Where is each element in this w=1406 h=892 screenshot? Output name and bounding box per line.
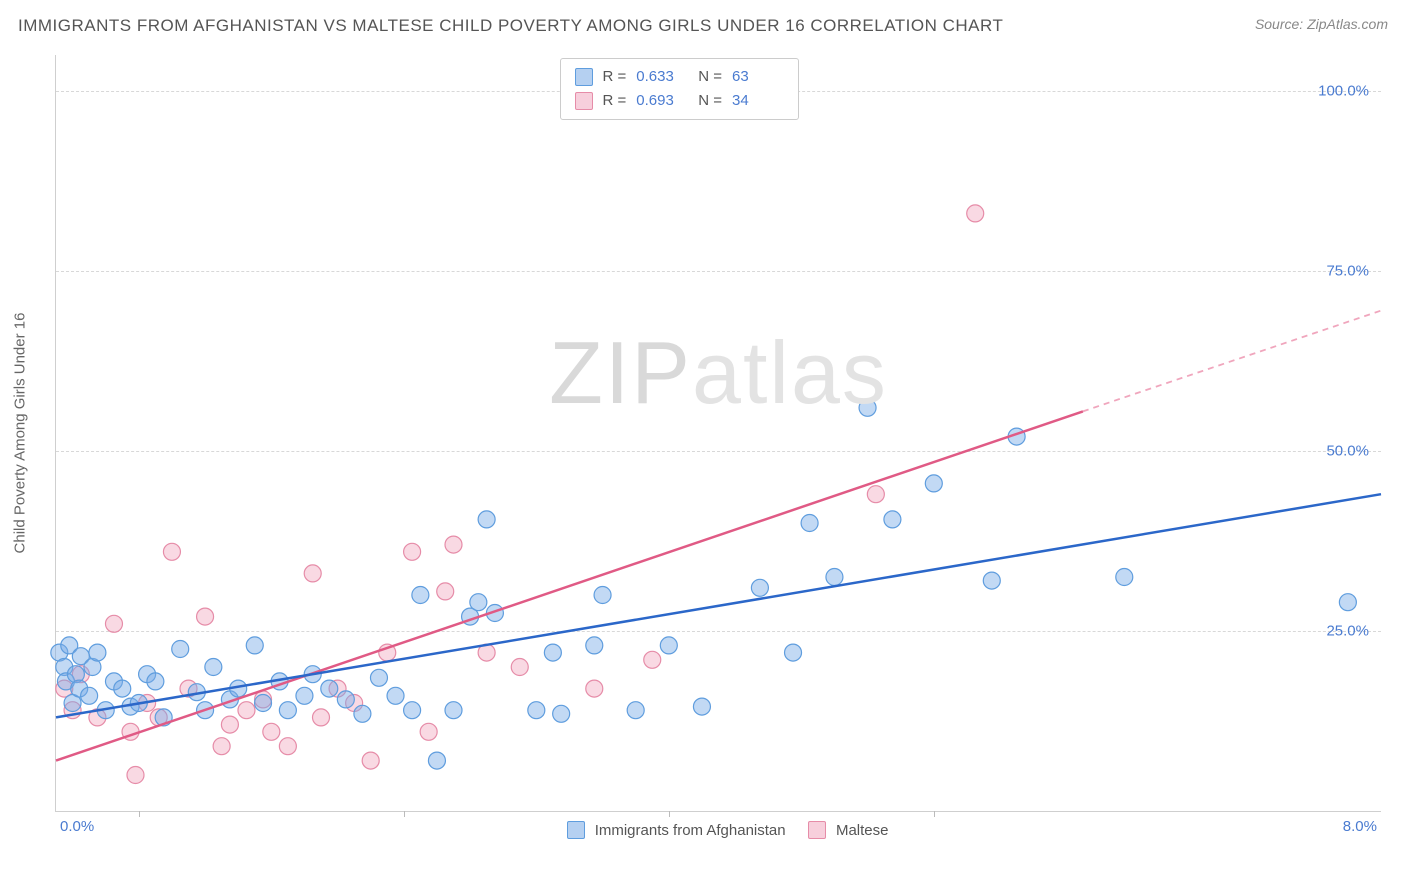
data-point (105, 615, 122, 632)
trend-line (56, 411, 1083, 760)
data-point (163, 543, 180, 560)
data-point (586, 637, 603, 654)
data-point (404, 543, 421, 560)
data-point (627, 702, 644, 719)
x-tick-mark (934, 811, 935, 817)
y-axis-label: Child Poverty Among Girls Under 16 (12, 313, 29, 554)
n-value-a: 63 (732, 65, 784, 89)
data-point (321, 680, 338, 697)
data-point (172, 641, 189, 658)
data-point (213, 738, 230, 755)
legend-label-a: Immigrants from Afghanistan (595, 822, 786, 839)
data-point (1339, 594, 1356, 611)
data-point (313, 709, 330, 726)
data-point (387, 687, 404, 704)
data-point (594, 587, 611, 604)
y-tick-label: 50.0% (1326, 443, 1369, 460)
data-point (255, 695, 272, 712)
data-point (304, 565, 321, 582)
data-point (644, 651, 661, 668)
trend-line (1083, 311, 1381, 412)
data-point (867, 486, 884, 503)
stats-row-a: R = 0.633 N = 63 (575, 65, 785, 89)
data-point (445, 536, 462, 553)
x-tick-mark (404, 811, 405, 817)
legend-swatch-a-icon (567, 821, 585, 839)
data-point (279, 702, 296, 719)
data-point (412, 587, 429, 604)
data-point (801, 515, 818, 532)
y-tick-label: 100.0% (1318, 83, 1369, 100)
data-point (263, 723, 280, 740)
plot-area: Child Poverty Among Girls Under 16 ZIPat… (55, 55, 1381, 812)
swatch-a-icon (575, 68, 593, 86)
x-tick-mark (669, 811, 670, 817)
data-point (751, 579, 768, 596)
source-prefix: Source: (1255, 16, 1307, 32)
data-point (967, 205, 984, 222)
data-point (221, 716, 238, 733)
data-point (279, 738, 296, 755)
chart-header: IMMIGRANTS FROM AFGHANISTAN VS MALTESE C… (18, 16, 1388, 36)
data-point (362, 752, 379, 769)
data-point (528, 702, 545, 719)
data-point (238, 702, 255, 719)
data-point (925, 475, 942, 492)
data-point (370, 669, 387, 686)
swatch-b-icon (575, 92, 593, 110)
data-point (983, 572, 1000, 589)
data-point (785, 644, 802, 661)
data-point (89, 644, 106, 661)
data-point (127, 767, 144, 784)
data-point (693, 698, 710, 715)
data-point (420, 723, 437, 740)
data-point (437, 583, 454, 600)
chart-title: IMMIGRANTS FROM AFGHANISTAN VS MALTESE C… (18, 16, 1003, 36)
data-point (147, 673, 164, 690)
n-label-b: N = (698, 89, 722, 113)
n-value-b: 34 (732, 89, 784, 113)
n-label-a: N = (698, 65, 722, 89)
data-point (553, 705, 570, 722)
data-point (478, 511, 495, 528)
data-point (859, 399, 876, 416)
data-point (197, 608, 214, 625)
data-point (114, 680, 131, 697)
chart-source: Source: ZipAtlas.com (1255, 16, 1388, 32)
data-point (205, 659, 222, 676)
data-point (511, 659, 528, 676)
data-point (428, 752, 445, 769)
x-tick-mark (139, 811, 140, 817)
r-value-a: 0.633 (636, 65, 688, 89)
data-point (586, 680, 603, 697)
r-label-b: R = (603, 89, 627, 113)
data-point (404, 702, 421, 719)
data-point (544, 644, 561, 661)
data-point (470, 594, 487, 611)
data-point (337, 691, 354, 708)
source-name: ZipAtlas.com (1307, 16, 1388, 32)
stats-legend: R = 0.633 N = 63 R = 0.693 N = 34 (560, 58, 800, 120)
r-label-a: R = (603, 65, 627, 89)
data-point (884, 511, 901, 528)
data-point (296, 687, 313, 704)
r-value-b: 0.693 (636, 89, 688, 113)
data-point (826, 569, 843, 586)
scatter-svg (56, 55, 1381, 811)
data-point (660, 637, 677, 654)
stats-row-b: R = 0.693 N = 34 (575, 89, 785, 113)
trend-line (56, 494, 1381, 717)
y-tick-label: 75.0% (1326, 263, 1369, 280)
legend-swatch-b-icon (808, 821, 826, 839)
data-point (81, 687, 98, 704)
legend-label-b: Maltese (836, 822, 889, 839)
y-tick-label: 25.0% (1326, 623, 1369, 640)
series-legend: Immigrants from Afghanistan Maltese (56, 821, 1381, 839)
data-point (246, 637, 263, 654)
plot-wrap: Child Poverty Among Girls Under 16 ZIPat… (55, 55, 1381, 837)
data-point (1116, 569, 1133, 586)
data-point (445, 702, 462, 719)
data-point (354, 705, 371, 722)
